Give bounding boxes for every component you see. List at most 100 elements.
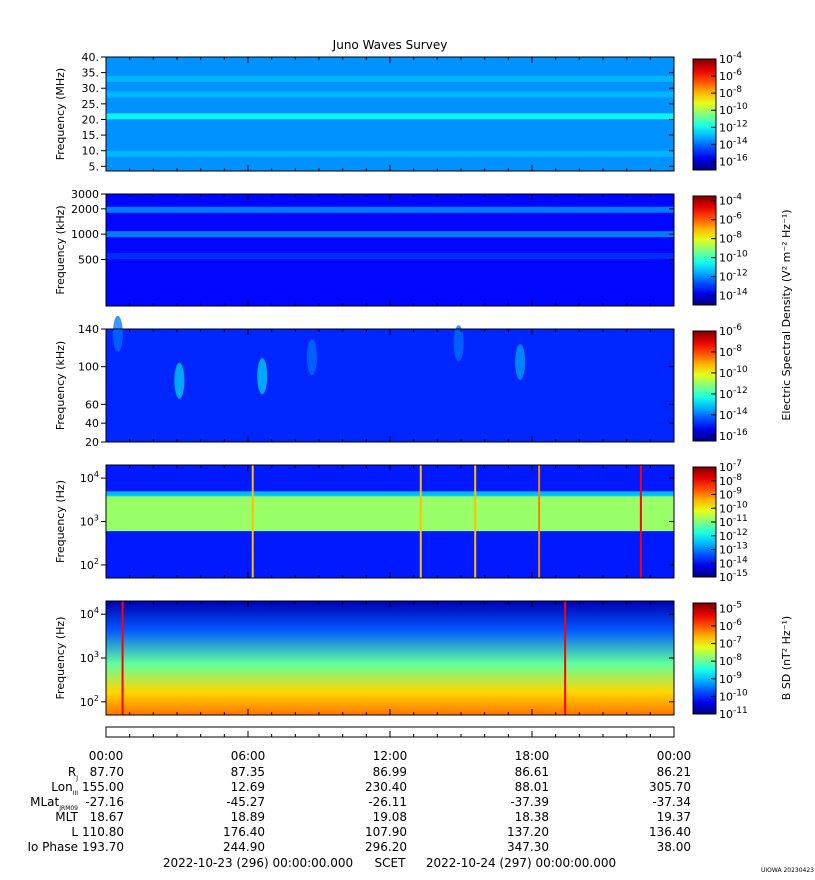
colorbar-tick-exponent: -16 — [733, 428, 748, 438]
emission-band — [106, 113, 674, 120]
colorbar-tick-exponent: -6 — [733, 323, 742, 333]
colorbar-tick-label: 10-5 — [719, 600, 742, 615]
y-tick-label: 40 — [85, 417, 99, 430]
colorbar-tick-label: 10-10 — [719, 250, 748, 265]
emission-envelope — [106, 495, 674, 532]
ephemeris-value: 18.89 — [231, 810, 265, 824]
radio-burst — [306, 339, 317, 376]
colorbar-tick-exponent: -9 — [733, 671, 742, 681]
ephemeris-value: 87.70 — [90, 765, 124, 779]
y-axis-label: Frequency (Hz) — [54, 480, 67, 563]
colorbar-scale — [692, 330, 717, 442]
colorbar-tick-label: 10-7 — [719, 636, 742, 651]
colorbar-tick-exponent: -7 — [733, 459, 742, 469]
y-tick-label: 60 — [85, 398, 99, 411]
emission-band — [106, 150, 674, 157]
y-tick-label: 20. — [82, 113, 100, 126]
y-tick-label: 5. — [89, 160, 100, 173]
colorbar-tick-label: 10-12 — [719, 119, 748, 134]
y-tick-label: 1000 — [71, 228, 99, 241]
ephemeris-value: -37.34 — [652, 795, 691, 809]
colorbar-tick-label: 10-6 — [719, 323, 742, 338]
colorbar-tick-label: 10-13 — [719, 542, 748, 557]
colorbar-tick-exponent: -11 — [733, 514, 748, 524]
time-tick-label: 18:00 — [515, 749, 550, 763]
ephemeris-value: 38.00 — [657, 840, 691, 854]
colorbar-scale — [692, 195, 717, 306]
y-tick-label: 25. — [82, 98, 100, 111]
colorbar-2: 10-4 10-6 10-8 10-10 10-12 10-14 — [692, 193, 748, 306]
y-axis-label: Frequency (MHz) — [54, 68, 67, 160]
y-tick-label: 104 — [80, 470, 99, 485]
ephemeris-row-label: L — [71, 825, 78, 839]
colorbar-tick-label: 10-12 — [719, 528, 748, 543]
colorbar-tick-label: 10-10 — [719, 365, 748, 380]
colorbar-tick-label: 10-16 — [719, 153, 748, 168]
y-tick-exponent: 4 — [94, 606, 99, 615]
colorbar-tick-label: 10-8 — [719, 473, 742, 488]
ephemeris-row-label: Io Phase — [27, 840, 78, 854]
ephemeris-value: -27.16 — [85, 795, 124, 809]
ephemeris-value: 87.35 — [231, 765, 265, 779]
colorbar-tick-exponent: -14 — [733, 136, 748, 146]
colorbar-tick-label: 10-14 — [719, 407, 748, 422]
emission-band — [106, 252, 674, 259]
y-tick-label: 102 — [80, 557, 99, 572]
spectrogram-panels: 40. 35. 30. 25. 20. 15. 10. 5. Frequency (MHz) 30… — [54, 51, 675, 716]
ephemeris-label-subscript: JRM09 — [58, 805, 78, 812]
colorbar-tick-label: 10-14 — [719, 136, 748, 151]
radio-burst — [257, 358, 268, 395]
colorbar-tick-label: 10-9 — [719, 671, 742, 686]
y-tick-label: 10. — [82, 145, 100, 158]
colorbar-tick-exponent: -6 — [733, 212, 742, 222]
footer-end-time: 2022-10-24 (297) 00:00:00.000 — [426, 856, 616, 870]
colorbar-tick-exponent: -12 — [733, 386, 748, 396]
ephemeris-value: 110.80 — [82, 825, 124, 839]
ephemeris-value: 107.90 — [365, 825, 407, 839]
ephemeris-value: 193.70 — [82, 840, 124, 854]
y-tick-label: 100 — [78, 361, 99, 374]
colorbar-tick-label: 10-8 — [719, 653, 742, 668]
y-axis-label: Frequency (kHz) — [54, 205, 67, 294]
ephemeris-value: -45.27 — [226, 795, 265, 809]
y-tick-label: 103 — [80, 650, 99, 665]
colorbar-1: 10-4 10-6 10-8 10-10 10-12 10-14 10-16 — [692, 51, 748, 171]
ephemeris-value: 18.38 — [515, 810, 549, 824]
colorbar-tick-label: 10-8 — [719, 344, 742, 359]
ephemeris-value: 19.08 — [373, 810, 407, 824]
emission-band — [106, 206, 674, 213]
colorbar-tick-label: 10-16 — [719, 428, 748, 443]
colorbar-label-electric: Electric Spectral Density (V² m⁻² Hz⁻¹) — [780, 209, 793, 420]
y-axis-label: Frequency (kHz) — [54, 341, 67, 430]
colorbar-4: 10-710-810-910-1010-1110-1210-1310-1410-… — [692, 459, 748, 584]
y-tick-label: 103 — [80, 514, 99, 529]
ephemeris-value: 136.40 — [649, 825, 691, 839]
colorbar-tick-exponent: -7 — [733, 636, 742, 646]
y-tick-exponent: 2 — [94, 694, 99, 703]
chart-title: Juno Waves Survey — [332, 38, 448, 52]
time-tick-label: 00:00 — [657, 749, 692, 763]
colorbar-tick-exponent: -14 — [733, 407, 748, 417]
colorbar-tick-label: 10-15 — [719, 569, 748, 584]
colorbar-tick-exponent: -13 — [733, 542, 748, 552]
ephemeris-value: 305.70 — [649, 780, 691, 794]
ephemeris-value: 86.21 — [657, 765, 691, 779]
colorbar-tick-exponent: -4 — [733, 51, 742, 61]
y-tick-label: 102 — [80, 694, 99, 709]
envelope-edge — [106, 491, 674, 497]
ephemeris-row-label: MLT — [55, 810, 78, 824]
colorbar-tick-exponent: -6 — [733, 618, 742, 628]
colorbar-tick-label: 10-6 — [719, 212, 742, 227]
ephemeris-value: 176.40 — [223, 825, 265, 839]
y-tick-exponent: 3 — [94, 650, 99, 659]
colorbar-tick-exponent: -10 — [733, 500, 748, 510]
y-tick-exponent: 3 — [94, 514, 99, 523]
colorbar-tick-label: 10-10 — [719, 688, 748, 703]
colorbar-scale — [692, 602, 717, 715]
colorbar-tick-exponent: -8 — [733, 653, 742, 663]
y-tick-exponent: 2 — [94, 557, 99, 566]
y-tick-label: 2000 — [71, 203, 99, 216]
ephemeris-value: -26.11 — [368, 795, 407, 809]
colorbar-tick-label: 10-4 — [719, 51, 742, 66]
